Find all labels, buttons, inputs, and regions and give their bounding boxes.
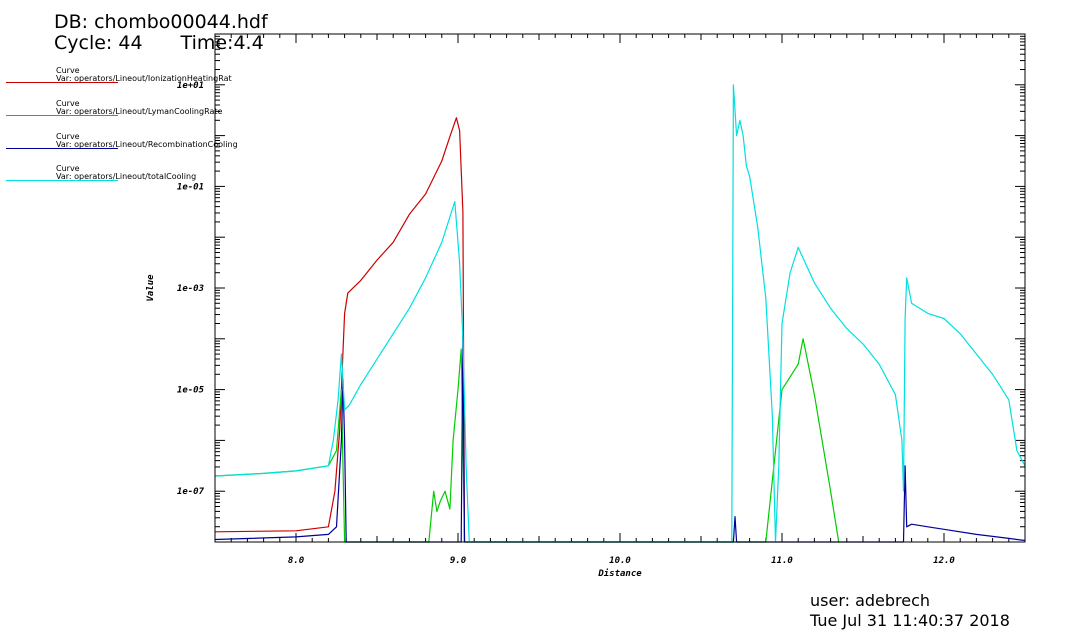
legend-var-name: Var: operators/Lineout/RecombinationCool… xyxy=(56,140,238,149)
x-tick-label: 12.0 xyxy=(933,556,955,566)
legend-line-swatch xyxy=(6,148,118,150)
series-line-ionizationheatingrat xyxy=(214,117,466,543)
database-title: DB: chombo00044.hdf xyxy=(54,11,268,33)
y-tick-label: 1e-01 xyxy=(177,182,204,192)
legend-var-name: Var: operators/Lineout/totalCooling xyxy=(56,172,197,181)
series-lines xyxy=(214,84,1026,543)
legend-curve-title: Curve xyxy=(56,66,80,75)
x-tick-label: 9.0 xyxy=(450,556,467,566)
legend-line-swatch xyxy=(6,82,118,84)
y-axis-title: Value xyxy=(146,274,156,302)
legend-curve-title: Curve xyxy=(56,132,80,141)
user-label: user: adebrech xyxy=(810,591,931,610)
y-tick-label: 1e-07 xyxy=(177,487,205,497)
series-line-totalcooling xyxy=(214,84,1026,543)
x-axis-title: Distance xyxy=(597,568,642,579)
timestamp-label: Tue Jul 31 11:40:37 2018 xyxy=(810,611,1010,630)
legend-curve-title: Curve xyxy=(56,99,80,108)
axis-labels: 8.0 9.0 10.0 11.0 12.0 1e-07 1e-05 1e-03 1e-01 1e… xyxy=(177,81,956,566)
series-line-lymancoolingrate xyxy=(214,338,840,543)
time-label: Time:4.4 xyxy=(180,32,264,54)
legend-var-name: Var: operators/Lineout/LymanCoolingRate xyxy=(56,107,223,116)
legend-line-swatch xyxy=(6,115,118,117)
y-tick-label: 1e-05 xyxy=(177,386,205,396)
legend-curve-title: Curve xyxy=(56,164,80,173)
cycle-time-line: Cycle: 44 Time:4.4 xyxy=(54,33,264,53)
x-tick-label: 8.0 xyxy=(288,556,305,566)
y-tick-label: 1e-03 xyxy=(177,284,204,294)
cycle-label: Cycle: 44 xyxy=(54,32,143,54)
y-tick-label: 1e+01 xyxy=(177,81,204,91)
x-tick-label: 11.0 xyxy=(771,556,793,566)
legend-line-swatch xyxy=(6,180,118,182)
plot-frame xyxy=(214,33,1026,543)
axis-ticks xyxy=(214,33,1026,543)
x-tick-label: 10.0 xyxy=(609,556,631,566)
legend-var-name: Var: operators/Lineout/IonizationHeating… xyxy=(56,74,232,83)
